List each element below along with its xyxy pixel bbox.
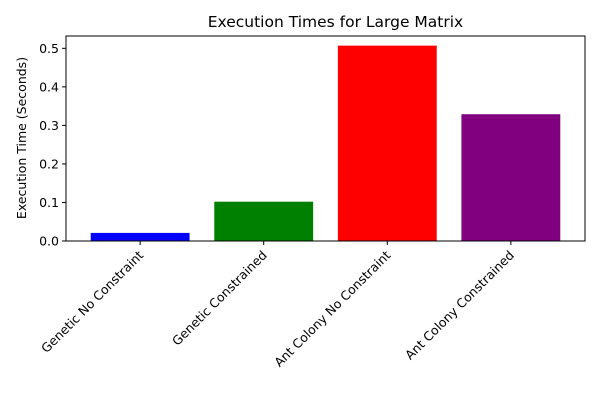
y-tick-label: 0.1	[39, 195, 59, 210]
bar	[337, 45, 437, 242]
y-tick-label: 0.5	[39, 41, 59, 56]
y-tick-label: 0.3	[39, 118, 59, 133]
x-tick-label: Ant Colony No Constraint	[271, 247, 393, 369]
y-tick-label: 0.2	[39, 156, 59, 171]
x-tick-label: Genetic No Constraint	[38, 247, 146, 355]
y-tick-label: 0.4	[39, 79, 59, 94]
bar	[90, 232, 190, 241]
x-tick-label: Ant Colony Constrained	[402, 248, 517, 363]
bar	[214, 201, 314, 241]
y-tick-label: 0.0	[39, 234, 59, 249]
chart-title: Execution Times for Large Matrix	[208, 13, 464, 31]
x-axis-ticks: Genetic No Constraint Genetic Constrained…	[38, 241, 517, 370]
x-tick-label: Genetic Constrained	[169, 248, 270, 349]
y-axis-label: Execution Time (Seconds)	[14, 57, 29, 219]
plot-area-frame	[65, 35, 586, 242]
bar	[461, 114, 561, 241]
y-axis-ticks: 0.0 0.1 0.2 0.3 0.4 0.5	[39, 41, 66, 249]
bars-group	[90, 45, 561, 242]
